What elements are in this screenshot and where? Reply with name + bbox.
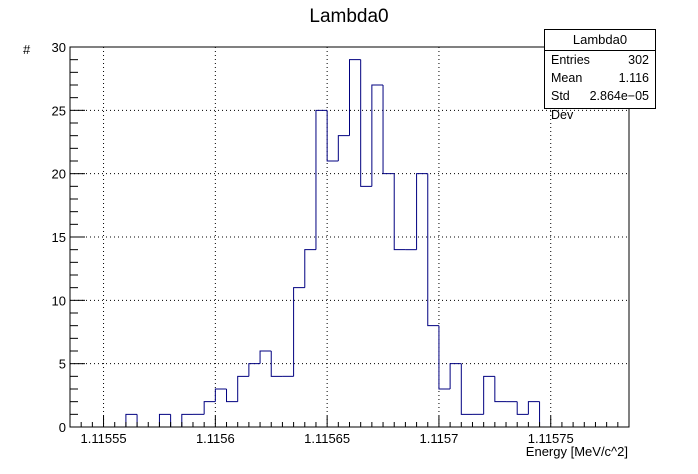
x-tick-label: 1.11575 — [528, 431, 574, 446]
stats-row-entries: Entries 302 — [545, 51, 655, 69]
histogram-bin — [248, 363, 261, 377]
histogram-bin — [516, 401, 529, 415]
histogram-bin — [326, 110, 339, 162]
histogram-bin — [427, 173, 439, 327]
x-tick-label: 1.1157 — [420, 431, 459, 446]
histogram-bin — [460, 363, 473, 415]
histogram-bin — [349, 59, 361, 136]
histogram-bin — [214, 388, 227, 402]
histogram-bin — [136, 414, 149, 428]
histogram-bin — [527, 401, 540, 415]
stats-value: 1.116 — [618, 71, 649, 85]
stats-label: Std Dev — [551, 89, 574, 122]
chart-title: Lambda0 — [309, 6, 389, 27]
x-tick-label: 1.1156 — [196, 431, 235, 446]
y-tick-label: 30 — [52, 40, 66, 55]
histogram-bin — [539, 401, 551, 428]
y-axis: 0 5 10 15 20 25 30 — [52, 40, 85, 435]
histogram-bin — [393, 173, 406, 251]
histogram-bin — [293, 287, 305, 377]
y-tick-label: 10 — [52, 293, 66, 308]
x-axis-label: Energy [MeV/c^2] — [525, 444, 628, 459]
histogram-bin — [382, 85, 395, 175]
stats-box: Lambda0 Entries 302 Mean 1.116 Std Dev 2… — [544, 29, 656, 122]
y-tick-label: 5 — [59, 357, 66, 372]
histogram-bin — [483, 375, 495, 415]
y-axis-label: # — [23, 42, 31, 57]
histogram-bin — [203, 401, 216, 415]
histogram-bin — [181, 413, 193, 427]
histogram-bin — [438, 325, 451, 390]
stats-box-title: Lambda0 — [545, 30, 655, 51]
stats-value: 2.864e−05 — [589, 89, 649, 103]
stats-label: Entries — [551, 53, 590, 67]
histogram-bin — [158, 413, 171, 427]
histogram-bin — [304, 249, 316, 288]
histogram-series — [70, 59, 629, 428]
x-tick-label: 1.11565 — [304, 431, 350, 446]
y-tick-label: 15 — [52, 230, 66, 245]
x-tick-label: 1.11555 — [81, 431, 127, 446]
histogram-bin — [371, 84, 384, 187]
histogram-bin — [416, 173, 428, 250]
histogram-bin — [237, 375, 249, 402]
histogram-bin — [449, 363, 462, 389]
histogram-bin — [226, 389, 238, 403]
stats-label: Mean — [551, 71, 583, 85]
histogram-bin — [125, 413, 138, 427]
histogram-bin — [337, 135, 350, 161]
histogram-bin — [170, 414, 182, 428]
x-axis: 1.11555 1.1156 1.11565 1.1157 1.11575 — [81, 416, 630, 446]
histogram-bin — [360, 59, 372, 187]
y-tick-label: 20 — [52, 167, 66, 182]
stats-value: 302 — [628, 53, 649, 67]
histogram-bin — [315, 109, 328, 250]
histogram-bin — [259, 350, 272, 364]
histogram-bin — [494, 376, 507, 403]
stats-row-mean: Mean 1.116 — [545, 69, 655, 87]
stats-row-stddev: Std Dev 2.864e−05 — [545, 87, 655, 122]
histogram-bin — [270, 351, 283, 377]
y-tick-label: 25 — [52, 103, 66, 118]
y-tick-label: 0 — [59, 420, 66, 435]
